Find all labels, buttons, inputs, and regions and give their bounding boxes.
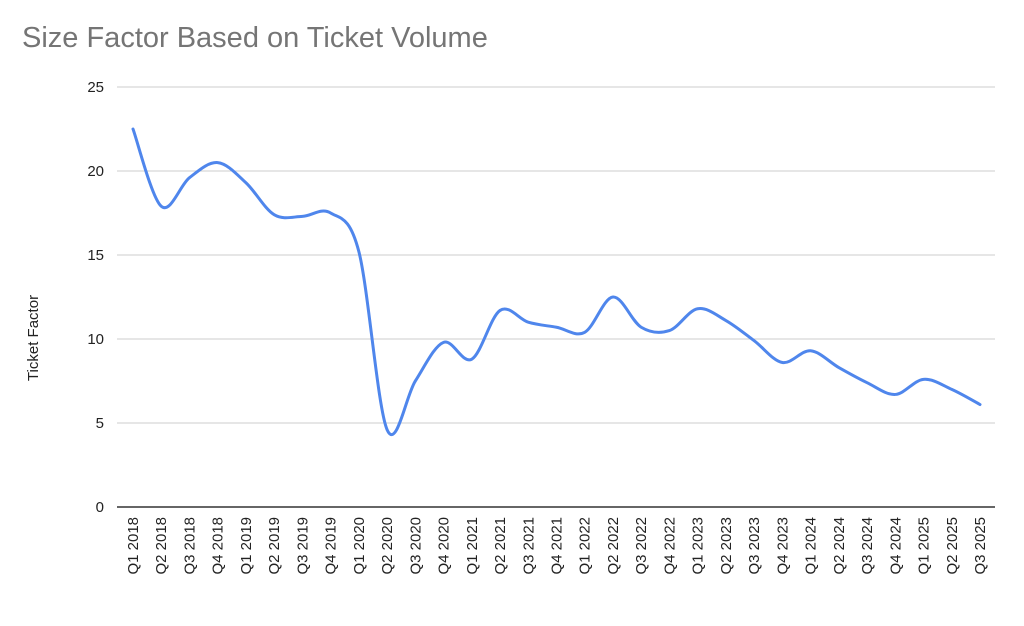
x-tick-label: Q4 2022 — [661, 517, 678, 575]
y-tick-label: 0 — [96, 499, 104, 516]
x-tick-label: Q3 2022 — [633, 517, 650, 575]
x-tick-label: Q4 2021 — [549, 517, 566, 575]
x-tick-label: Q4 2024 — [887, 517, 904, 575]
x-tick-label: Q3 2025 — [972, 517, 989, 575]
x-tick-label: Q4 2019 — [323, 517, 340, 575]
y-tick-label: 10 — [87, 331, 104, 348]
x-tick-label: Q2 2018 — [153, 517, 170, 575]
x-tick-label: Q3 2018 — [181, 517, 198, 575]
x-tick-label: Q1 2021 — [464, 517, 481, 575]
x-tick-label: Q4 2020 — [436, 517, 453, 575]
x-tick-label: Q1 2019 — [238, 517, 255, 575]
x-tick-label: Q1 2018 — [125, 517, 142, 575]
y-tick-labels: 0 5 10 15 20 25 — [87, 79, 104, 516]
x-tick-label: Q3 2024 — [859, 517, 876, 575]
x-tick-label: Q4 2018 — [210, 517, 227, 575]
series-line-ticket-factor — [131, 127, 982, 436]
x-tick-label: Q3 2021 — [520, 517, 537, 575]
x-tick-label: Q3 2023 — [746, 517, 763, 575]
x-tick-label: Q2 2022 — [605, 517, 622, 575]
x-tick-label: Q2 2019 — [266, 517, 283, 575]
y-tick-label: 15 — [87, 247, 104, 264]
x-tick-label: Q2 2020 — [379, 517, 396, 575]
y-tick-label: 20 — [87, 163, 104, 180]
x-tick-labels: Q1 2018 Q2 2018 Q3 2018 Q4 2018 Q1 2019 Q2 20… — [125, 517, 989, 575]
y-tick-label: 25 — [87, 79, 104, 96]
x-tick-label: Q2 2021 — [492, 517, 509, 575]
chart-title: Size Factor Based on Ticket Volume — [22, 22, 488, 54]
x-tick-label: Q1 2023 — [690, 517, 707, 575]
y-axis-label: Ticket Factor — [25, 295, 42, 381]
x-tick-label: Q3 2020 — [407, 517, 424, 575]
x-tick-label: Q1 2025 — [916, 517, 933, 575]
x-tick-label: Q2 2025 — [944, 517, 961, 575]
x-tick-label: Q3 2019 — [294, 517, 311, 575]
gridlines — [117, 86, 995, 508]
x-tick-label: Q2 2024 — [831, 517, 848, 575]
x-tick-label: Q1 2022 — [577, 517, 594, 575]
y-tick-label: 5 — [96, 415, 104, 432]
x-tick-label: Q1 2024 — [803, 517, 820, 575]
x-tick-label: Q1 2020 — [351, 517, 368, 575]
x-tick-label: Q4 2023 — [774, 517, 791, 575]
x-tick-label: Q2 2023 — [718, 517, 735, 575]
